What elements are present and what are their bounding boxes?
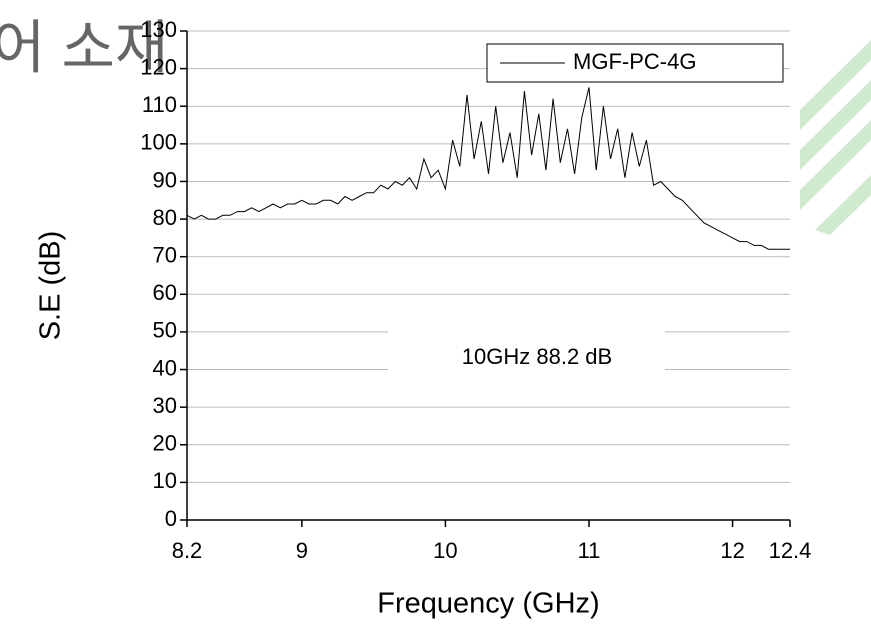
data-line [186,87,790,250]
x-tick-label: 10 [433,538,457,563]
y-tick-label: 10 [153,468,177,493]
y-tick-label: 100 [140,130,177,155]
background-text: 어 소재 [0,15,168,80]
x-tick-label: 9 [296,538,308,563]
y-tick-label: 40 [153,355,177,380]
x-tick-label: 12.4 [769,538,812,563]
x-tick-label: 8.2 [172,538,203,563]
plot: 0 10 20 30 40 50 60 70 80 90 100 110 120 130 8.2 9 10 11 1… [35,17,812,620]
x-tick-label: 11 [578,538,601,563]
y-tick-label: 80 [153,205,177,230]
y-axis-label: S.E (dB) [35,231,67,341]
y-tick-label: 130 [140,17,177,42]
x-tick-label: 12 [720,538,744,563]
decor-stripes [800,40,871,235]
y-tick-label: 90 [153,167,177,192]
annotation: 10GHz 88.2 dB [462,344,612,369]
y-tick-label: 70 [153,243,177,268]
y-tick-label: 0 [165,506,177,531]
y-tick-label: 50 [153,318,177,343]
y-tick-label: 30 [153,393,177,418]
y-tick-label: 110 [142,92,177,117]
x-axis-label: Frequency (GHz) [377,588,599,620]
annotation-box [388,330,665,385]
y-tick-label: 20 [153,431,177,456]
legend-label: MGF-PC-4G [573,49,696,74]
y-tick-label: 60 [153,280,177,305]
y-tick-label: 120 [140,54,177,79]
